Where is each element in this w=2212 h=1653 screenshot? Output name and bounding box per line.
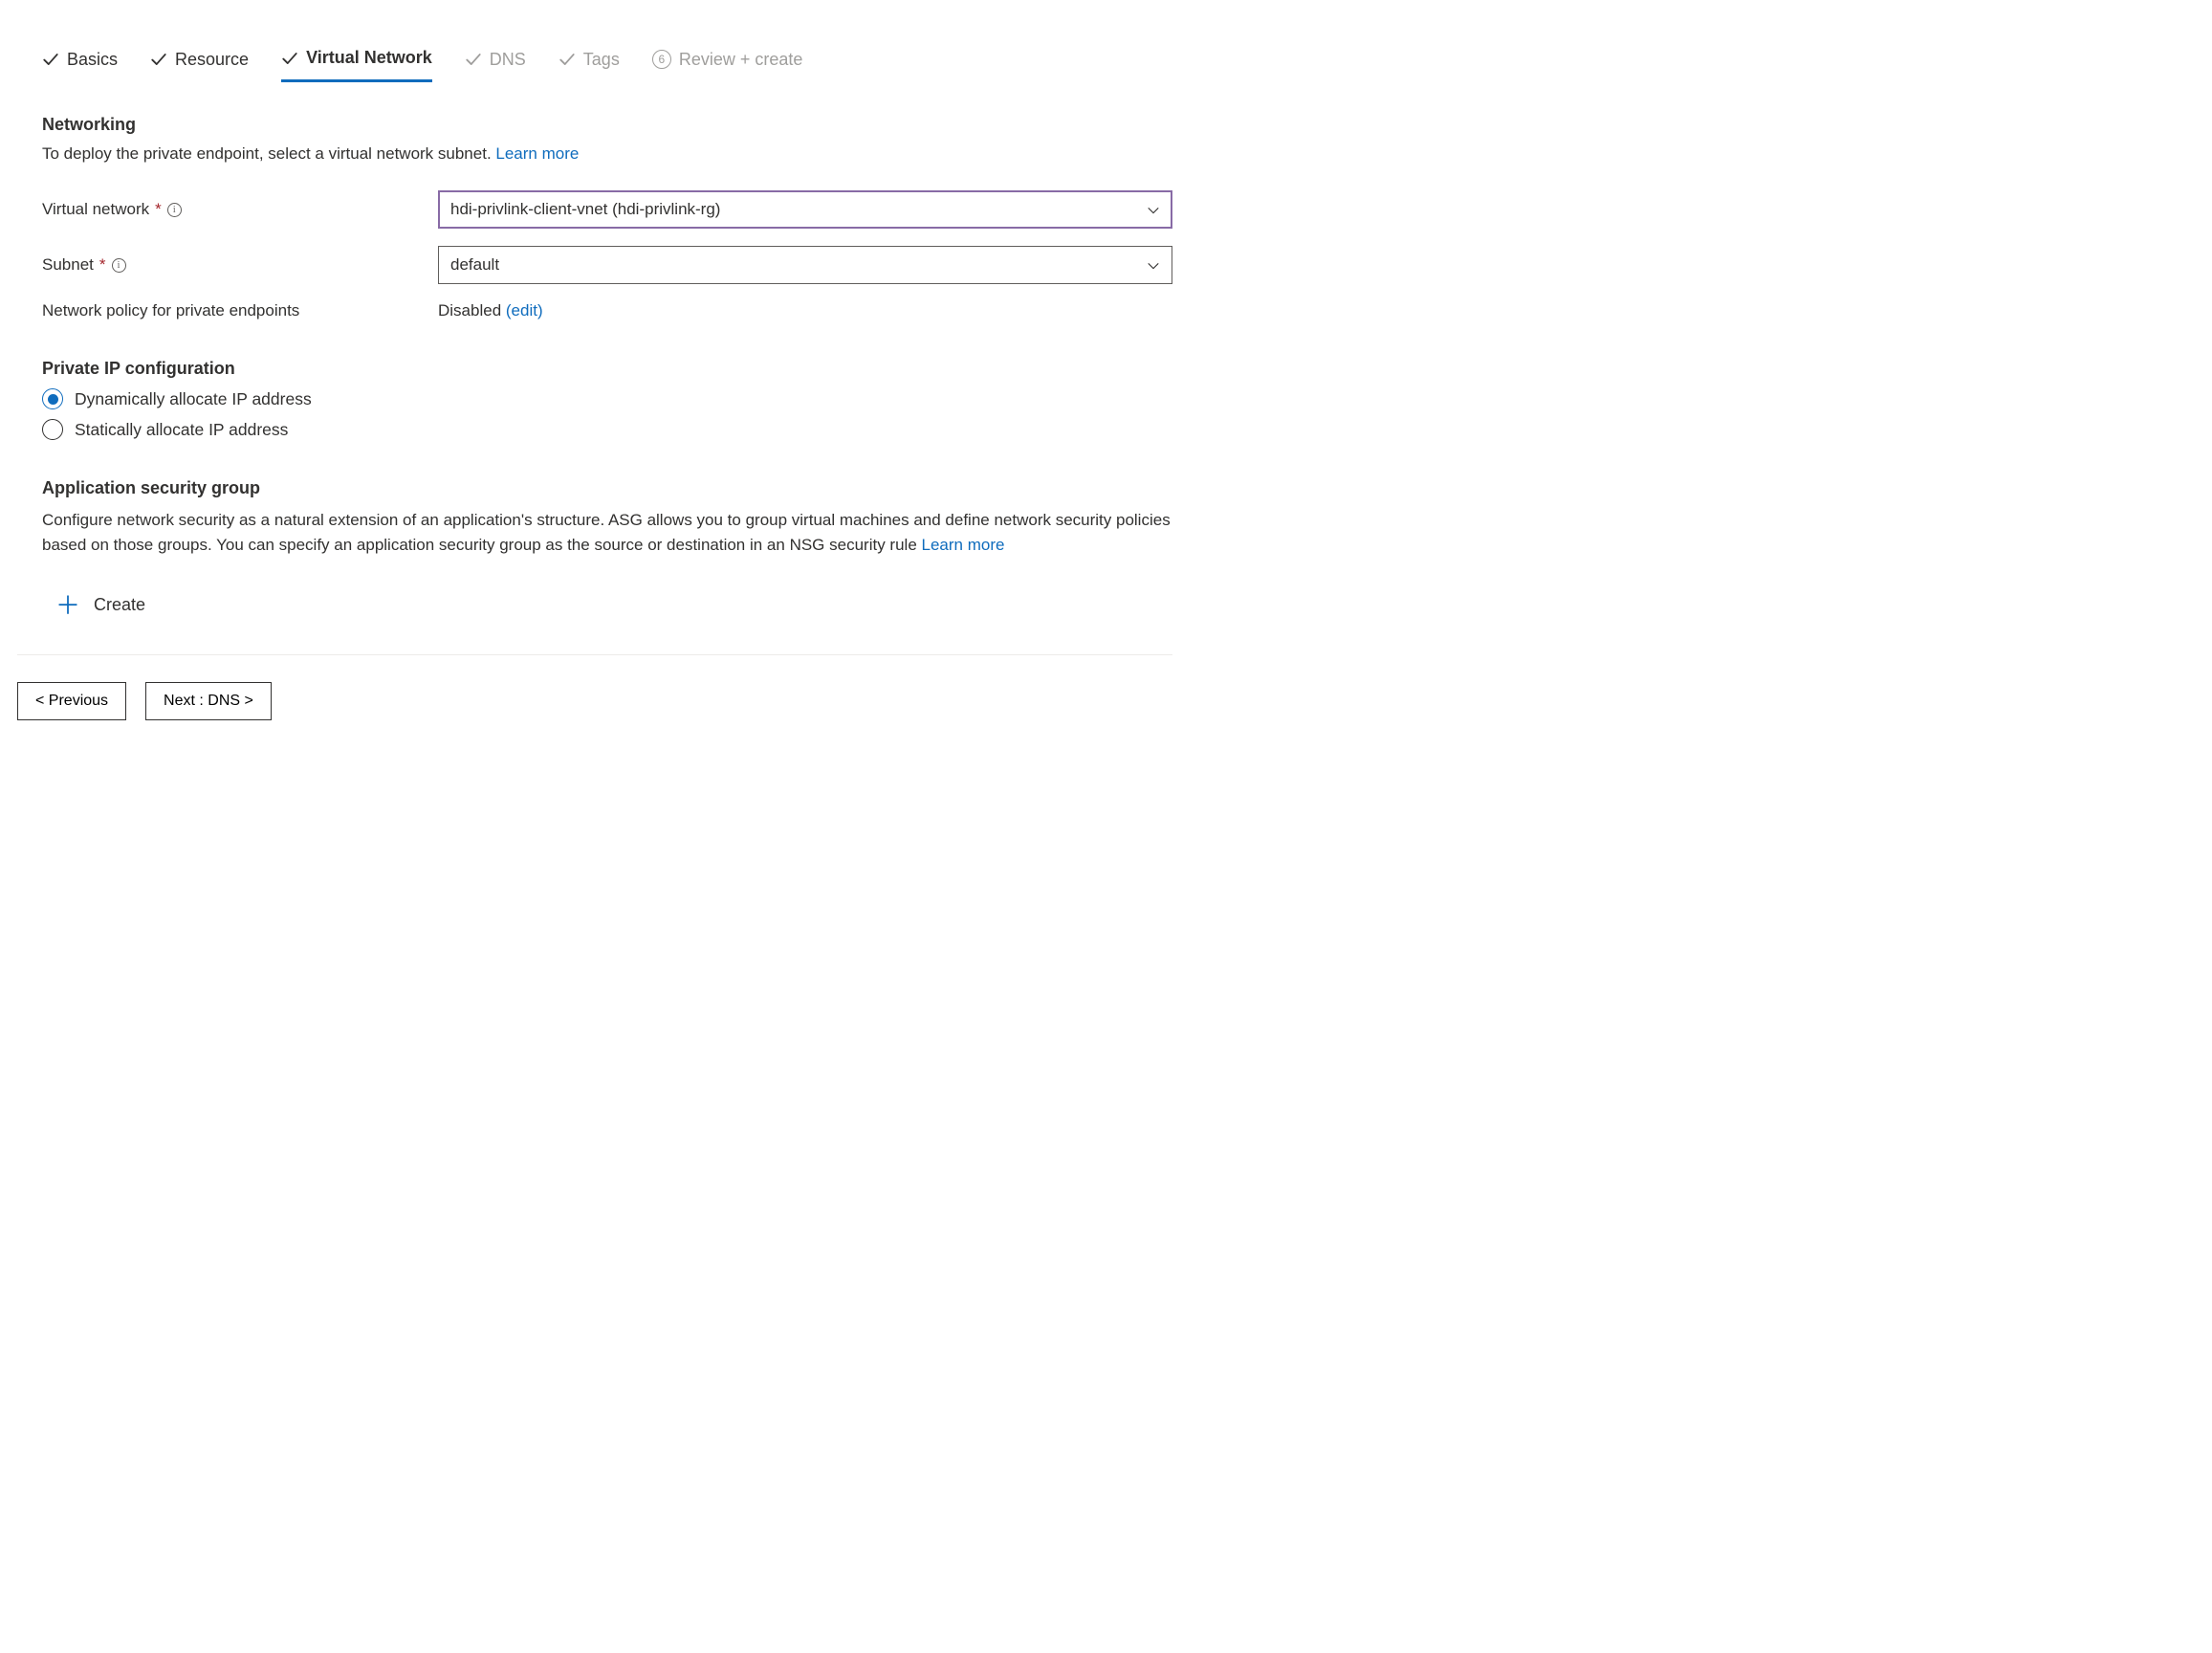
tab-label: Tags: [583, 50, 620, 70]
subnet-label-text: Subnet: [42, 255, 94, 275]
info-icon[interactable]: i: [112, 258, 126, 273]
tab-tags[interactable]: Tags: [558, 48, 620, 81]
section-networking: Networking To deploy the private endpoin…: [42, 115, 1172, 320]
check-icon: [558, 51, 576, 68]
policy-label-text: Network policy for private endpoints: [42, 301, 299, 320]
check-icon: [42, 51, 59, 68]
vnet-label-text: Virtual network: [42, 200, 149, 219]
radio-dynamic-label: Dynamically allocate IP address: [75, 389, 312, 409]
radio-dynamic-ip[interactable]: Dynamically allocate IP address: [42, 388, 1172, 409]
tab-resource[interactable]: Resource: [150, 48, 249, 81]
vnet-select-value: hdi-privlink-client-vnet (hdi-privlink-r…: [450, 200, 720, 219]
tab-dns[interactable]: DNS: [465, 48, 526, 81]
section-title-networking: Networking: [42, 115, 1172, 135]
tab-label: Virtual Network: [306, 48, 432, 68]
chevron-down-icon: [1147, 258, 1160, 272]
section-title-private-ip: Private IP configuration: [42, 359, 1172, 379]
radio-static-ip[interactable]: Statically allocate IP address: [42, 419, 1172, 440]
subnet-select-value: default: [450, 255, 499, 275]
label-virtual-network: Virtual network * i: [42, 200, 438, 219]
row-virtual-network: Virtual network * i hdi-privlink-client-…: [42, 190, 1172, 229]
section-title-asg: Application security group: [42, 478, 1172, 498]
check-icon: [465, 51, 482, 68]
previous-button[interactable]: < Previous: [17, 682, 126, 720]
section-desc-networking: To deploy the private endpoint, select a…: [42, 144, 1172, 164]
policy-value-text: Disabled: [438, 301, 501, 320]
wizard-tabs: Basics Resource Virtual Network DNS Tags: [42, 46, 1172, 82]
network-policy-value-block: Disabled (edit): [438, 301, 1172, 320]
info-icon[interactable]: i: [167, 203, 182, 217]
section-desc-asg: Configure network security as a natural …: [42, 508, 1172, 559]
chevron-down-icon: [1147, 203, 1160, 216]
label-network-policy: Network policy for private endpoints: [42, 301, 438, 320]
next-button[interactable]: Next : DNS >: [145, 682, 272, 720]
step-number-icon: 6: [652, 50, 671, 69]
required-indicator: *: [99, 255, 106, 275]
radio-icon: [42, 388, 63, 409]
create-label: Create: [94, 595, 145, 615]
radio-icon: [42, 419, 63, 440]
section-private-ip: Private IP configuration Dynamically all…: [42, 359, 1172, 440]
label-subnet: Subnet * i: [42, 255, 438, 275]
tab-label: DNS: [490, 50, 526, 70]
section-asg: Application security group Configure net…: [42, 478, 1172, 618]
required-indicator: *: [155, 200, 162, 219]
learn-more-link[interactable]: Learn more: [495, 144, 579, 163]
wizard-footer: < Previous Next : DNS >: [17, 654, 1172, 747]
create-asg-button[interactable]: ＋ Create: [42, 593, 145, 618]
private-ip-radio-group: Dynamically allocate IP address Statical…: [42, 388, 1172, 440]
radio-static-label: Statically allocate IP address: [75, 420, 288, 440]
edit-policy-link[interactable]: (edit): [506, 301, 543, 320]
tab-label: Resource: [175, 50, 249, 70]
tab-basics[interactable]: Basics: [42, 48, 118, 81]
tab-review-create[interactable]: 6 Review + create: [652, 48, 803, 81]
networking-desc-text: To deploy the private endpoint, select a…: [42, 144, 495, 163]
tab-label: Basics: [67, 50, 118, 70]
virtual-network-select[interactable]: hdi-privlink-client-vnet (hdi-privlink-r…: [438, 190, 1172, 229]
subnet-select[interactable]: default: [438, 246, 1172, 284]
check-icon: [150, 51, 167, 68]
row-subnet: Subnet * i default: [42, 246, 1172, 284]
check-icon: [281, 50, 298, 67]
row-network-policy: Network policy for private endpoints Dis…: [42, 301, 1172, 320]
tab-virtual-network[interactable]: Virtual Network: [281, 46, 432, 82]
plus-icon: ＋: [55, 593, 80, 618]
learn-more-link[interactable]: Learn more: [922, 536, 1005, 554]
tab-label: Review + create: [679, 50, 803, 70]
